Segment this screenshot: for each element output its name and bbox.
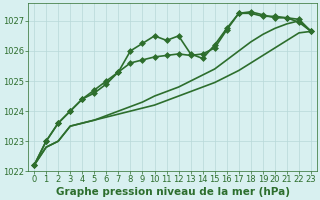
X-axis label: Graphe pression niveau de la mer (hPa): Graphe pression niveau de la mer (hPa) [56,187,290,197]
